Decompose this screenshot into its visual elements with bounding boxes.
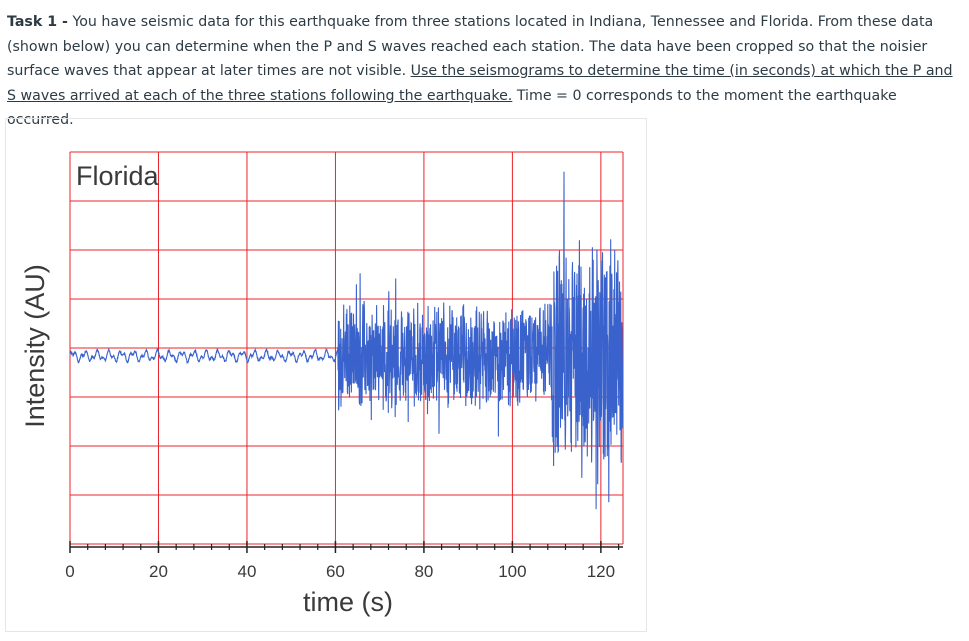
- x-tick-label: 100: [498, 562, 526, 581]
- x-axis: 0 20 40 60 80 100 120: [65, 541, 623, 581]
- x-tick-label: 20: [149, 562, 168, 581]
- task-instructions: Task 1 - You have seismic data for this …: [7, 10, 962, 133]
- task-lead: Task 1 -: [7, 14, 68, 30]
- x-tick-label: 80: [414, 562, 433, 581]
- task-text: You have seismic data for this earthquak…: [7, 14, 934, 79]
- x-axis-label: time (s): [303, 587, 393, 617]
- chart-title: Florida: [76, 161, 160, 191]
- task-underlined-text: Use the seismograms to determine the tim…: [7, 63, 953, 104]
- seismogram-chart: 0 20 40 60 80 100 120 time (s) Intensity (AU) Flo…: [20, 151, 624, 617]
- x-tick-label: 0: [65, 562, 74, 581]
- task-tail-text: Time = 0 corresponds to the moment the e…: [7, 87, 897, 129]
- x-tick-label: 60: [326, 562, 345, 581]
- seismogram-figure: 0 20 40 60 80 100 120 time (s) Intensity (AU) Flo…: [5, 118, 647, 632]
- x-tick-label: 120: [587, 562, 615, 581]
- x-tick-label: 40: [237, 562, 256, 581]
- y-axis-label: Intensity (AU): [20, 264, 50, 428]
- seismogram-trace: [69, 171, 624, 510]
